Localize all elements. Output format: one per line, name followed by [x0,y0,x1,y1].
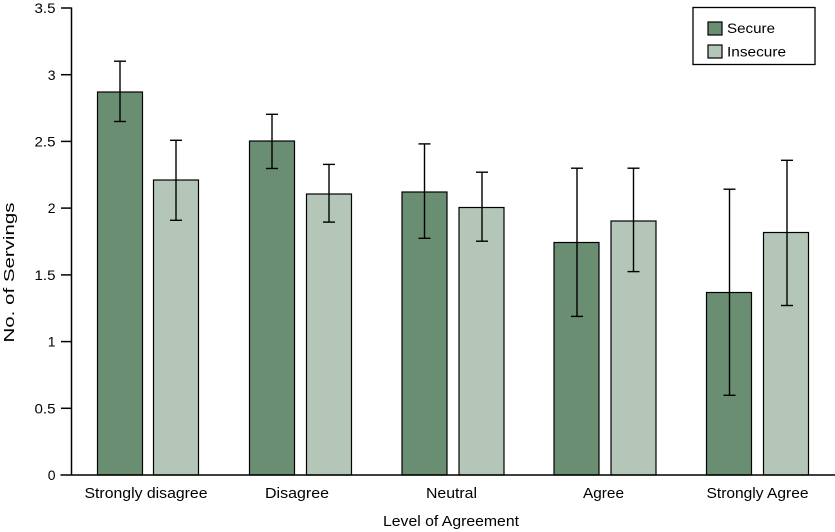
svg-text:2.5: 2.5 [35,134,56,150]
svg-text:Level of Agreement: Level of Agreement [383,513,520,530]
svg-text:Disagree: Disagree [265,485,329,502]
svg-text:1.5: 1.5 [35,267,56,283]
svg-text:Neutral: Neutral [426,485,477,502]
svg-text:Insecure: Insecure [727,44,786,60]
svg-text:1: 1 [48,334,56,350]
svg-text:Agree: Agree [583,485,624,502]
svg-text:3.5: 3.5 [35,0,56,16]
svg-text:0.5: 0.5 [35,400,56,416]
svg-text:Secure: Secure [727,20,775,36]
svg-text:No. of Servings: No. of Servings [1,203,18,343]
svg-text:3: 3 [48,67,56,83]
svg-text:Strongly disagree: Strongly disagree [85,485,208,502]
svg-text:0: 0 [48,467,56,483]
svg-text:2: 2 [48,200,56,216]
svg-text:Strongly Agree: Strongly Agree [707,485,809,502]
